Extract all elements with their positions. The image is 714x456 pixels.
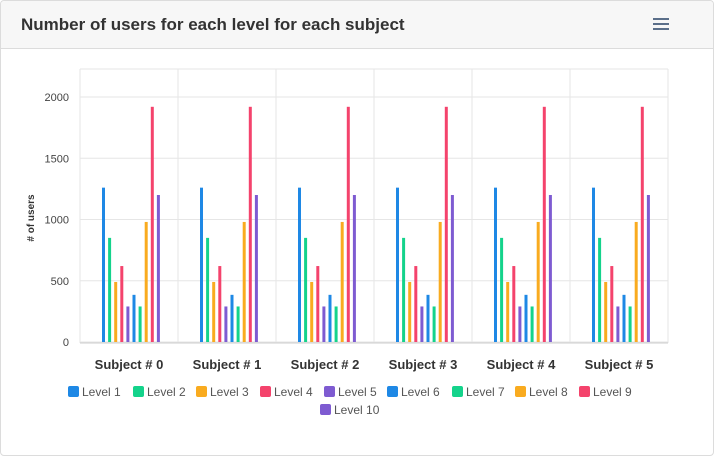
bar — [414, 266, 418, 342]
bar — [230, 294, 234, 342]
bar — [548, 195, 552, 342]
bar — [604, 281, 608, 342]
legend-swatch — [196, 386, 207, 397]
bar — [102, 187, 105, 342]
y-axis-label: # of users — [26, 194, 37, 242]
bar — [402, 237, 406, 342]
bar — [500, 237, 504, 342]
x-category-label: Subject # 3 — [389, 357, 458, 372]
bar — [304, 237, 308, 342]
legend-label: Level 10 — [334, 403, 380, 417]
bar — [322, 306, 326, 342]
legend-swatch — [515, 386, 526, 397]
bar — [328, 294, 332, 342]
bar — [530, 306, 534, 342]
menu-button[interactable] — [648, 13, 674, 35]
bar — [200, 187, 203, 342]
bar — [450, 195, 454, 342]
bar — [396, 187, 399, 342]
bar — [616, 306, 620, 342]
bar — [536, 221, 540, 342]
bar — [132, 294, 136, 342]
chart-title: Number of users for each level for each … — [21, 15, 405, 34]
bar — [150, 106, 154, 342]
bar — [542, 106, 546, 342]
x-category-label: Subject # 0 — [95, 357, 164, 372]
bar — [126, 306, 130, 342]
bar — [120, 266, 124, 342]
x-category-label: Subject # 2 — [291, 357, 360, 372]
bar — [598, 237, 602, 342]
bar — [420, 306, 424, 342]
y-tick-label: 2000 — [45, 92, 69, 104]
bar — [592, 187, 595, 342]
x-category-label: Subject # 5 — [585, 357, 654, 372]
bar — [622, 294, 626, 342]
legend-label: Level 6 — [401, 385, 440, 399]
bar — [640, 106, 644, 342]
bar — [438, 221, 442, 342]
bar — [236, 306, 240, 342]
bar — [426, 294, 430, 342]
bar — [108, 237, 112, 342]
legend-swatch — [320, 404, 331, 415]
bar — [340, 221, 344, 342]
bar — [524, 294, 528, 342]
bar — [494, 187, 497, 342]
legend-label: Level 3 — [210, 385, 249, 399]
bar — [646, 195, 650, 342]
legend-label: Level 2 — [147, 385, 186, 399]
legend-label: Level 5 — [338, 385, 377, 399]
legend-swatch — [324, 386, 335, 397]
bar — [310, 281, 314, 342]
bar — [432, 306, 436, 342]
legend-swatch — [68, 386, 79, 397]
legend-swatch — [452, 386, 463, 397]
y-tick-label: 0 — [63, 337, 69, 349]
legend-label: Level 4 — [274, 385, 313, 399]
bar — [334, 306, 338, 342]
legend-label: Level 8 — [529, 385, 568, 399]
bar — [628, 306, 632, 342]
y-tick-label: 500 — [51, 276, 69, 288]
legend-swatch — [260, 386, 271, 397]
bar — [408, 281, 412, 342]
legend-label: Level 9 — [593, 385, 632, 399]
bar — [242, 221, 246, 342]
bar — [156, 195, 160, 342]
bar — [506, 281, 510, 342]
y-tick-label: 1000 — [45, 215, 69, 227]
bar — [346, 106, 350, 342]
y-tick-label: 1500 — [45, 153, 69, 165]
bar — [352, 195, 356, 342]
bar — [212, 281, 216, 342]
x-category-label: Subject # 1 — [193, 357, 262, 372]
card-header: Number of users for each level for each … — [1, 1, 713, 49]
legend-swatch — [579, 386, 590, 397]
bar — [218, 266, 222, 342]
bar — [298, 187, 301, 342]
legend-swatch — [387, 386, 398, 397]
bar — [144, 221, 148, 342]
x-category-label: Subject # 4 — [487, 357, 556, 372]
bar — [512, 266, 516, 342]
bar — [248, 106, 252, 342]
bar — [444, 106, 448, 342]
hamburger-icon — [653, 18, 669, 30]
bar — [138, 306, 142, 342]
bar — [224, 306, 228, 342]
legend-label: Level 1 — [82, 385, 121, 399]
bar — [206, 237, 210, 342]
bar — [518, 306, 522, 342]
bar — [254, 195, 258, 342]
bar — [316, 266, 320, 342]
bar — [114, 281, 118, 342]
legend-label: Level 7 — [466, 385, 505, 399]
bar — [610, 266, 614, 342]
bar — [634, 221, 638, 342]
legend-swatch — [133, 386, 144, 397]
